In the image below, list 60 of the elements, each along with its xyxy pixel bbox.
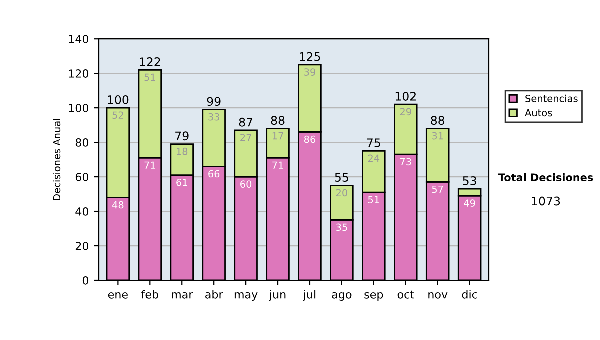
data-label: 73 <box>400 158 412 166</box>
y-tick-label: 0 <box>82 276 89 285</box>
y-tick-label: 20 <box>76 242 89 250</box>
total-label: 99 <box>207 97 221 106</box>
y-tick-label: 40 <box>76 208 89 216</box>
y-tick-label: 120 <box>69 70 89 78</box>
x-tick-label: dic <box>462 290 478 299</box>
total-label: 125 <box>300 52 320 62</box>
data-label: 57 <box>432 186 444 194</box>
x-tick-label: may <box>234 292 258 301</box>
total-label: 122 <box>140 58 160 66</box>
x-tick-label: ago <box>332 292 352 301</box>
x-tick-label: feb <box>142 290 158 299</box>
x-tick-label: jul <box>303 290 316 301</box>
data-label: 51 <box>368 196 380 204</box>
x-tick-label: mar <box>172 292 194 299</box>
data-label: 31 <box>432 132 444 140</box>
data-label: 17 <box>272 132 284 140</box>
y-axis-title: Decisiones Anual <box>53 119 61 200</box>
total-label: 75 <box>367 138 380 148</box>
x-tick-label: abr <box>206 290 224 299</box>
x-tick-label: oct <box>398 290 414 299</box>
y-tick-label: 60 <box>76 173 89 182</box>
data-label: 71 <box>272 162 284 169</box>
total-label: 55 <box>335 173 348 182</box>
data-label: 61 <box>176 178 188 186</box>
total-label: 87 <box>239 118 253 127</box>
data-label: 71 <box>144 162 156 169</box>
total-label: 88 <box>431 116 445 126</box>
data-label: 60 <box>240 180 252 188</box>
y-tick-label: 80 <box>76 138 89 147</box>
data-label: 20 <box>336 189 348 197</box>
total-label: 53 <box>463 176 476 186</box>
text: 1073 <box>532 196 560 206</box>
legend-label: Sentencias <box>526 94 578 102</box>
total-label: 79 <box>176 132 189 141</box>
data-label: 52 <box>112 112 124 120</box>
data-label: 51 <box>144 74 156 82</box>
x-tick-label: sep <box>364 292 384 301</box>
legend-label: Autos <box>525 109 552 117</box>
total-label: 102 <box>396 92 416 101</box>
y-tick-label: 100 <box>69 104 89 112</box>
data-label: 29 <box>400 108 412 116</box>
data-label: 48 <box>112 201 124 209</box>
data-label: 33 <box>208 113 220 121</box>
x-tick-label: jun <box>269 290 286 301</box>
data-label: 49 <box>464 200 476 207</box>
data-label: 24 <box>368 154 380 162</box>
data-label: 66 <box>208 170 220 178</box>
total-label: 88 <box>271 116 285 126</box>
x-tick-label: nov <box>428 292 448 299</box>
data-label: 39 <box>304 68 316 76</box>
x-tick-label: ene <box>108 292 128 299</box>
total-label: 100 <box>108 95 129 104</box>
data-label: 27 <box>240 134 252 142</box>
data-label: 18 <box>176 148 188 156</box>
data-label: 86 <box>304 136 316 144</box>
y-tick-label: 140 <box>69 35 89 44</box>
data-label: 35 <box>336 224 348 232</box>
text: Total Decisiones <box>498 173 594 182</box>
